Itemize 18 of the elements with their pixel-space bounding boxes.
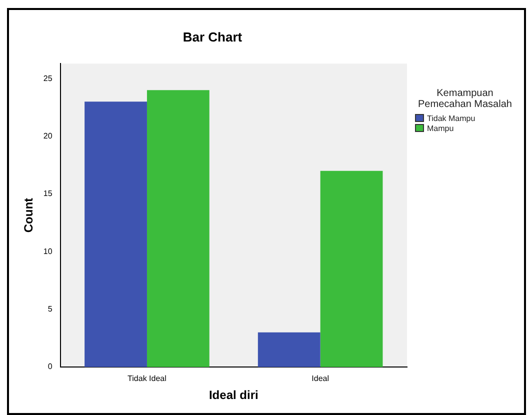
bar [320,170,383,367]
chart-title: Bar Chart [182,29,243,44]
bar [146,90,210,367]
bar [84,102,147,367]
y-tick-label: 5 [48,304,53,314]
y-tick-label: 15 [43,189,53,198]
legend-title: Kemampuan Pemecahan Masalah [417,88,513,110]
bar [258,332,320,367]
y-axis-title: Count [22,198,36,233]
y-tick-label: 10 [43,246,53,256]
y-tick-label: 20 [43,131,53,140]
x-axis-title: Ideal diri [208,388,258,402]
legend-label: Mampu [427,124,454,132]
x-tick-label: Tidak Ideal [128,374,167,384]
x-tick-label: Ideal [312,374,330,384]
legend-label: Tidak Mampu [427,114,476,122]
y-tick-label: 0 [48,362,53,372]
y-tick-label: 25 [43,74,53,83]
